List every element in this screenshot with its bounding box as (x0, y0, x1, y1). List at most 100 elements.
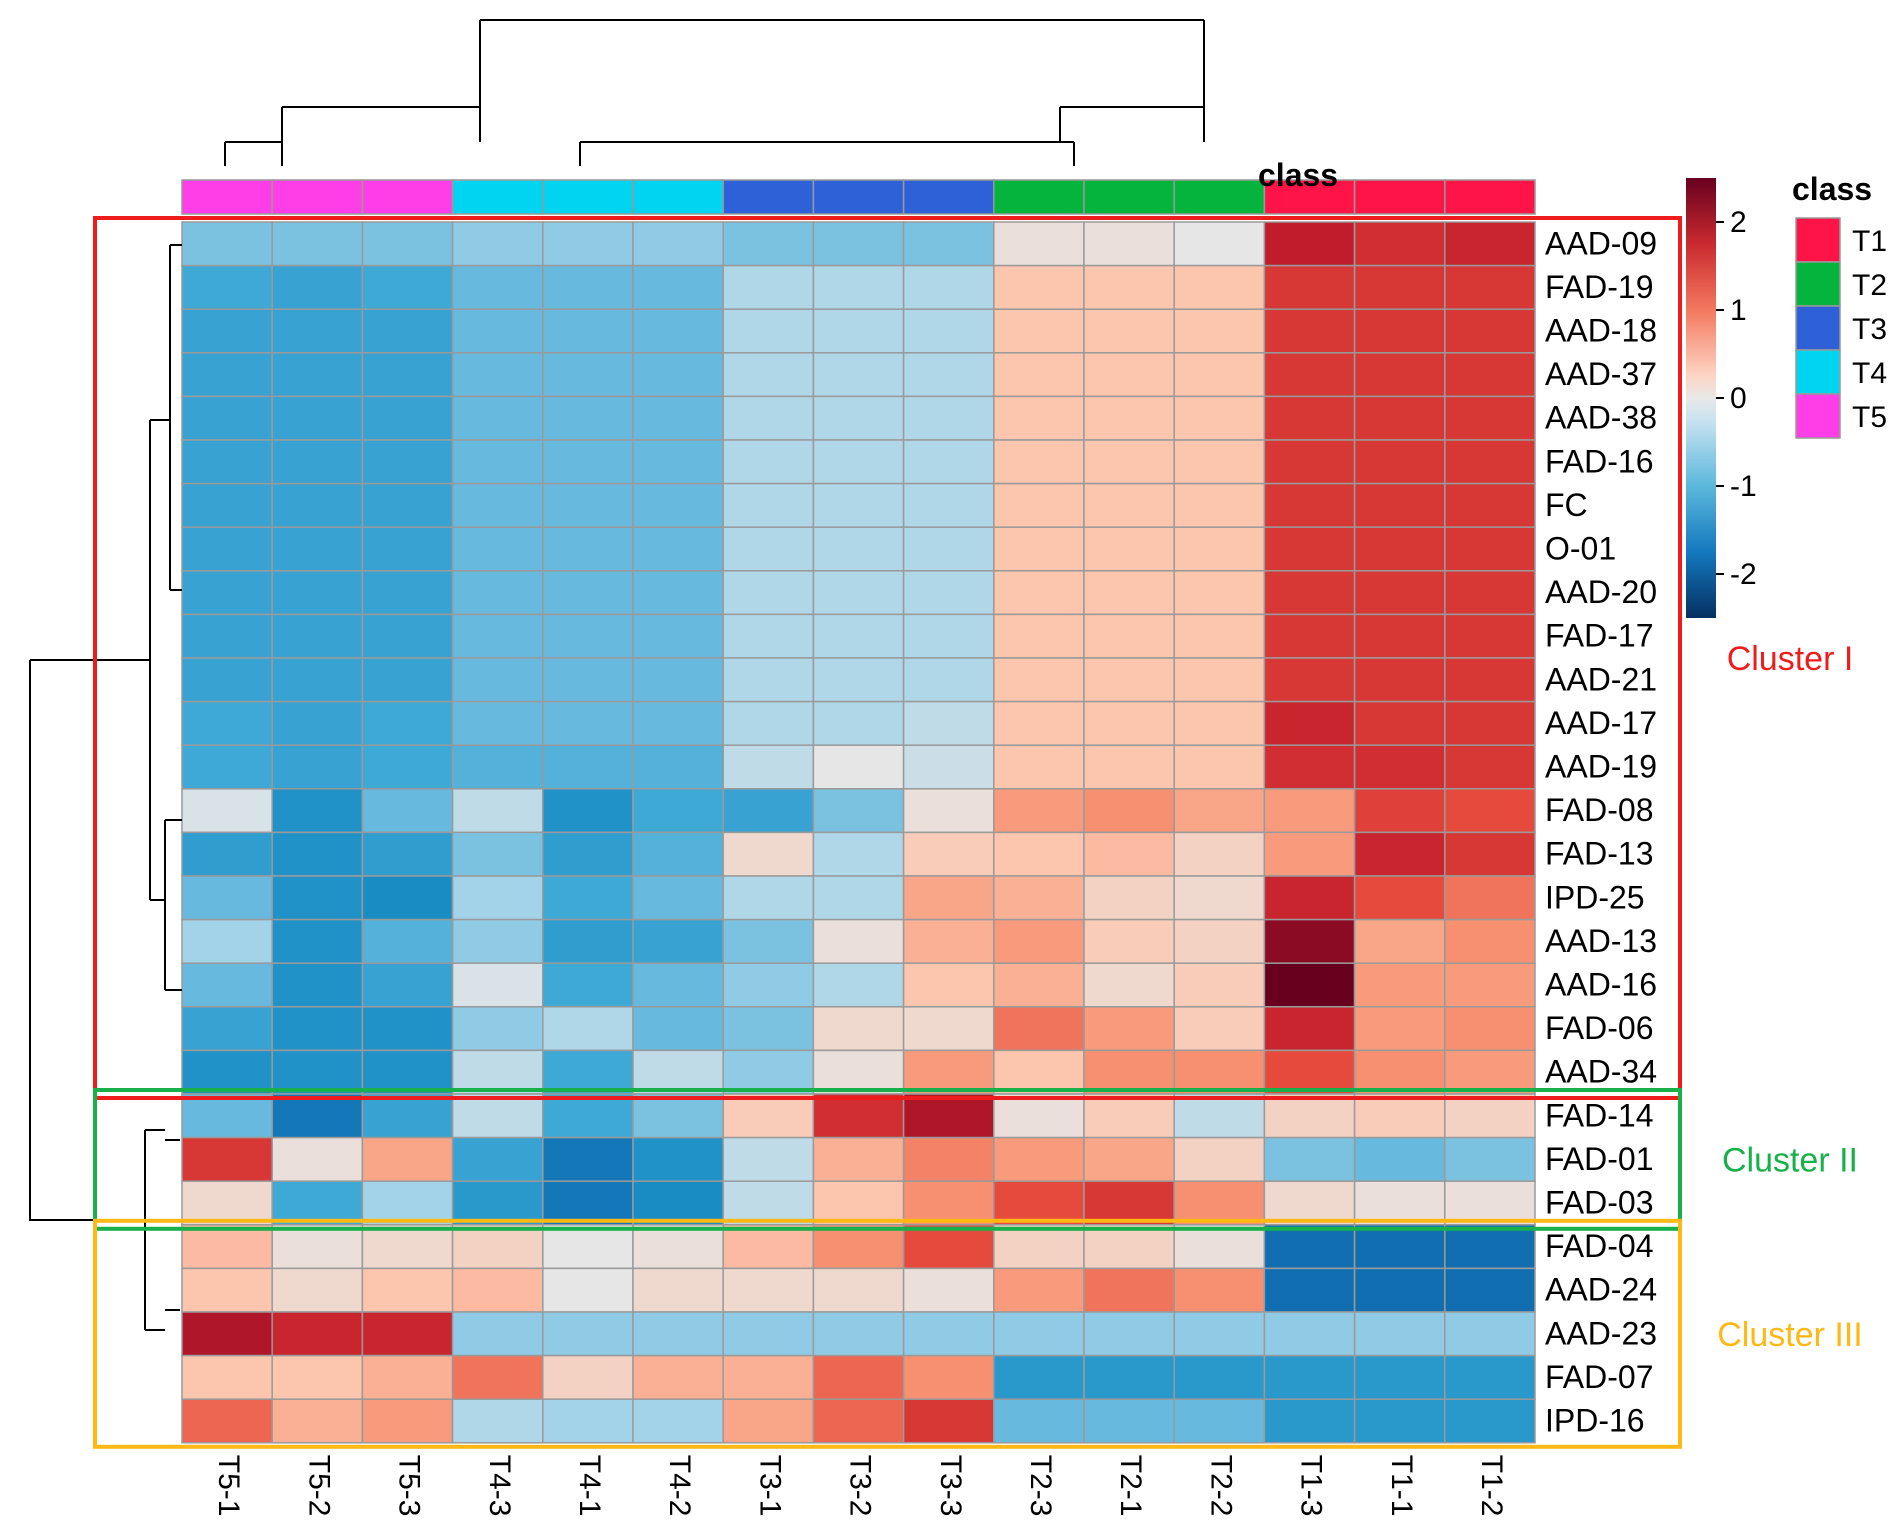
heatmap-cell (1263, 352, 1356, 398)
heatmap-cell (181, 657, 273, 703)
heatmap-cell (902, 439, 995, 485)
heatmap-cell (1353, 1136, 1446, 1182)
heatmap-cell (993, 1136, 1085, 1182)
heatmap-cell (1173, 1180, 1266, 1226)
heatmap-cell (812, 1267, 905, 1313)
heatmap-cell (722, 700, 815, 746)
heatmap-cell (632, 264, 724, 310)
heatmap-cell (1083, 1093, 1175, 1139)
heatmap-cell (542, 962, 634, 1008)
heatmap-cell (1083, 1311, 1175, 1357)
heatmap-cell (361, 1267, 454, 1313)
heatmap-cell (181, 1354, 273, 1400)
class-bar-cell (993, 179, 1085, 215)
heatmap-cell (1173, 1049, 1266, 1095)
heatmap-cell (181, 1180, 273, 1226)
heatmap-cell (1444, 613, 1536, 659)
heatmap-cell (542, 439, 634, 485)
heatmap-cell (271, 1049, 364, 1095)
heatmap-cell (271, 918, 364, 964)
row-label: AAD-19 (1545, 748, 1657, 784)
heatmap-cell (361, 439, 454, 485)
heatmap-cell (902, 1180, 995, 1226)
class-bar-cell (1353, 179, 1446, 215)
heatmap-cell (812, 1354, 905, 1400)
heatmap-cell (361, 1224, 454, 1270)
heatmap-cell (1444, 962, 1536, 1008)
heatmap-cell (1173, 1311, 1266, 1357)
heatmap-cell (632, 570, 724, 616)
heatmap-cell (271, 1398, 364, 1444)
heatmap-cell (993, 700, 1085, 746)
heatmap-cell (451, 439, 544, 485)
heatmap-cell (1083, 788, 1175, 834)
heatmap-cell (451, 352, 544, 398)
heatmap-cell (993, 788, 1085, 834)
heatmap-cell (1263, 788, 1356, 834)
heatmap-cell (1173, 439, 1266, 485)
heatmap-cell (902, 613, 995, 659)
heatmap-cell (271, 788, 364, 834)
heatmap-cell (902, 1136, 995, 1182)
heatmap-cell (812, 570, 905, 616)
heatmap-cell (1444, 439, 1536, 485)
heatmap-cell (993, 875, 1085, 921)
heatmap-cell (632, 700, 724, 746)
heatmap-cell (271, 1136, 364, 1182)
heatmap-cell (451, 1006, 544, 1052)
heatmap-cell (812, 1049, 905, 1095)
heatmap-cell (361, 395, 454, 441)
heatmap-cell (812, 1398, 905, 1444)
scale-tick-label: 2 (1730, 206, 1747, 239)
heatmap-cell (542, 526, 634, 572)
heatmap-cell (1263, 1224, 1356, 1270)
heatmap-cell (1444, 918, 1536, 964)
row-label: FAD-03 (1545, 1184, 1653, 1220)
class-legend-swatch (1795, 217, 1841, 263)
row-label: IPD-25 (1545, 879, 1645, 915)
heatmap-cell (1353, 308, 1446, 354)
heatmap-cell (722, 570, 815, 616)
heatmap-cell (451, 788, 544, 834)
heatmap-cell (1173, 1224, 1266, 1270)
heatmap-cell (993, 1224, 1085, 1270)
heatmap-cell (993, 1398, 1085, 1444)
column-dendrogram (224, 19, 1205, 166)
heatmap-cell (1263, 657, 1356, 703)
heatmap-cell (902, 1006, 995, 1052)
heatmap-cell (271, 570, 364, 616)
heatmap-cell (1083, 875, 1175, 921)
heatmap-cell (812, 788, 905, 834)
heatmap-cell (1173, 613, 1266, 659)
row-label: IPD-16 (1545, 1402, 1645, 1438)
heatmap-cell (1353, 352, 1446, 398)
heatmap-cell (181, 308, 273, 354)
heatmap-cell (722, 918, 815, 964)
heatmap-cell (993, 744, 1085, 790)
heatmap-cell (722, 875, 815, 921)
heatmap-cell (181, 1093, 273, 1139)
heatmap-cell (812, 613, 905, 659)
heatmap-cell (542, 657, 634, 703)
column-label: T1-1 (1385, 1455, 1418, 1517)
heatmap-cell (812, 1311, 905, 1357)
heatmap-cell (361, 264, 454, 310)
heatmap-cell (1263, 1398, 1356, 1444)
heatmap-cell (993, 1049, 1085, 1095)
cluster-box (93, 1218, 1682, 1449)
heatmap-cell (993, 439, 1085, 485)
heatmap-cell (993, 918, 1085, 964)
heatmap-cell (1263, 570, 1356, 616)
class-legend-label: T4 (1852, 357, 1887, 390)
heatmap-cell (361, 657, 454, 703)
cluster-box (93, 216, 1682, 1100)
heatmap-cell (361, 918, 454, 964)
heatmap-cell (1353, 439, 1446, 485)
heatmap-cell (722, 788, 815, 834)
heatmap-cell (902, 1049, 995, 1095)
heatmap-cell (902, 264, 995, 310)
heatmap-cell (632, 962, 724, 1008)
column-label: T3-2 (844, 1455, 877, 1517)
heatmap-cell (451, 744, 544, 790)
heatmap-cell (902, 831, 995, 877)
